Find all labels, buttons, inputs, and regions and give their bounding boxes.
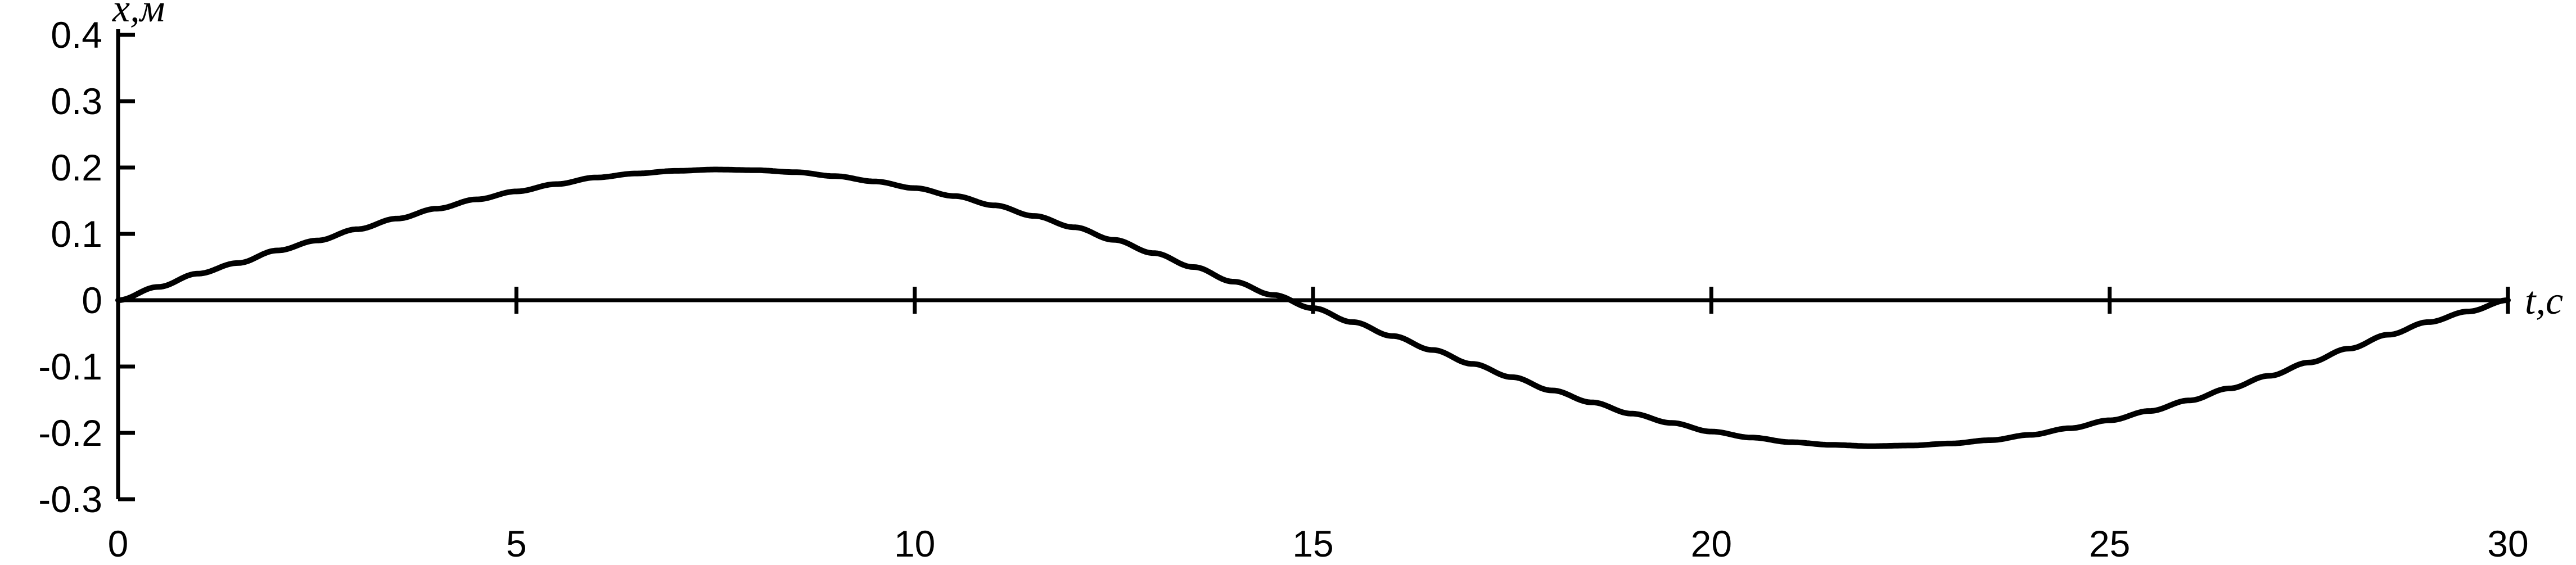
y-tick-label: 0.3 bbox=[51, 80, 102, 122]
y-tick-label: 0.4 bbox=[51, 14, 102, 56]
y-tick-label: 0.1 bbox=[51, 213, 102, 255]
series-line bbox=[115, 166, 2511, 449]
x-tick-label: 15 bbox=[1292, 523, 1333, 564]
x-tick-label: 25 bbox=[2089, 523, 2130, 564]
y-tick-label: 0.2 bbox=[51, 147, 102, 188]
y-axis-label: x,м bbox=[112, 0, 165, 30]
x-tick-label: 20 bbox=[1691, 523, 1732, 564]
x-tick-label: 5 bbox=[506, 523, 527, 564]
y-tick-label: -0.2 bbox=[38, 412, 102, 454]
x-axis-label: t,с bbox=[2525, 279, 2563, 323]
ticks-layer: 0.40.30.20.10-0.1-0.2-0.30 5 10 15 20 25 30 bbox=[38, 14, 2528, 564]
y-tick-label: 0 bbox=[82, 279, 102, 321]
x-tick-label: 10 bbox=[894, 523, 935, 564]
y-tick-label: -0.1 bbox=[38, 346, 102, 387]
y-tick-label: -0.3 bbox=[38, 478, 102, 520]
x-tick-label: 0 bbox=[108, 523, 129, 564]
x-tick-label: 30 bbox=[2487, 523, 2528, 564]
